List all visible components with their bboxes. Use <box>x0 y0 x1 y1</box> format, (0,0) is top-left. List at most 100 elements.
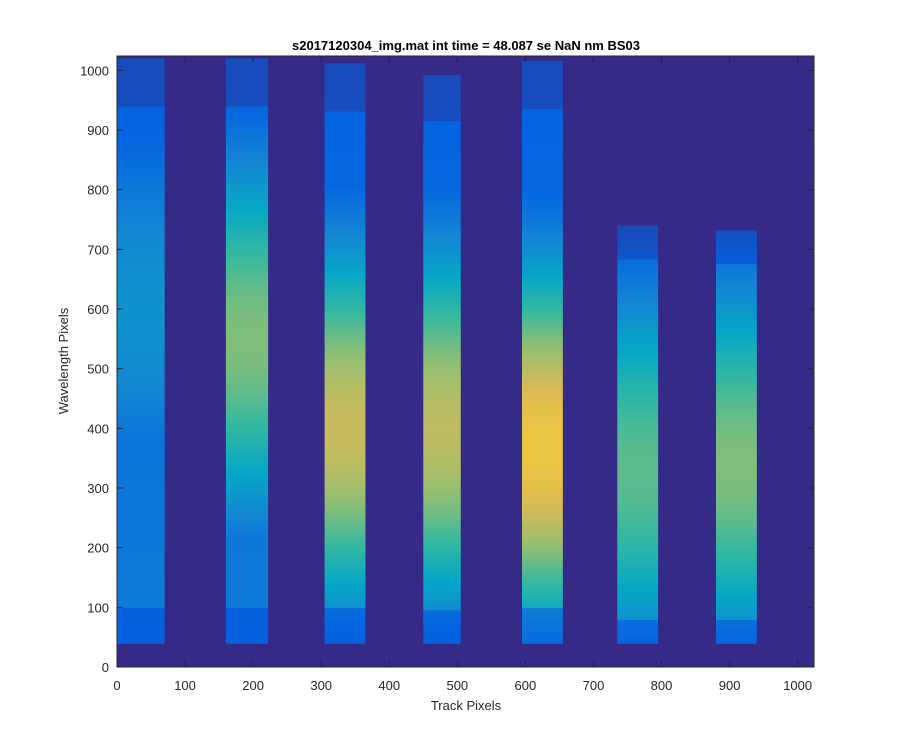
heatmap-cell <box>117 340 165 344</box>
heatmap-cell <box>521 380 563 384</box>
heatmap-cell <box>423 564 461 568</box>
heatmap-cell <box>617 397 659 401</box>
heatmap-cell <box>715 385 757 389</box>
heatmap-cell <box>324 211 366 215</box>
heatmap-cell <box>423 325 461 329</box>
heatmap-cell <box>617 313 659 317</box>
heatmap-cell <box>117 172 165 176</box>
heatmap-cell <box>521 595 563 599</box>
heatmap-cell <box>324 227 366 231</box>
heatmap-cell <box>117 397 165 401</box>
heatmap-cell <box>617 514 659 518</box>
heatmap-cell <box>117 399 165 403</box>
heatmap-cell <box>715 261 757 265</box>
heatmap-cell <box>521 583 563 587</box>
heatmap-cell <box>225 521 269 525</box>
heatmap-cell <box>521 270 563 274</box>
heatmap-cell <box>617 530 659 534</box>
heatmap-cell <box>225 487 269 491</box>
heatmap-cell <box>324 456 366 460</box>
heatmap-cell <box>521 172 563 176</box>
heatmap-cell <box>423 139 461 143</box>
heatmap-cell <box>324 299 366 303</box>
heatmap-cell <box>715 442 757 446</box>
heatmap-cell <box>225 101 269 105</box>
heatmap-cell <box>117 311 165 315</box>
heatmap-cell <box>617 473 659 477</box>
heatmap-cell <box>225 638 269 642</box>
heatmap-cell <box>715 581 757 585</box>
heatmap-cell <box>225 576 269 580</box>
heatmap-cell <box>225 280 269 284</box>
heatmap-cell <box>225 471 269 475</box>
heatmap-cell <box>225 182 269 186</box>
heatmap-cell <box>117 129 165 133</box>
heatmap-cell <box>117 428 165 432</box>
heatmap-cell <box>117 511 165 515</box>
heatmap-cell <box>617 511 659 515</box>
heatmap-cell <box>225 368 269 372</box>
heatmap-cell <box>117 115 165 119</box>
heatmap-cell <box>715 609 757 613</box>
heatmap-cell <box>324 487 366 491</box>
heatmap-cell <box>117 137 165 141</box>
track-band-5 <box>521 60 563 644</box>
heatmap-cell <box>225 168 269 172</box>
heatmap-cell <box>617 246 659 250</box>
heatmap-cell <box>225 299 269 303</box>
heatmap-cell <box>225 612 269 616</box>
heatmap-cell <box>617 626 659 630</box>
heatmap-cell <box>617 466 659 470</box>
heatmap-cell <box>117 502 165 506</box>
heatmap-cell <box>521 118 563 122</box>
heatmap-cell <box>423 201 461 205</box>
heatmap-cell <box>521 184 563 188</box>
heatmap-cell <box>324 559 366 563</box>
heatmap-cell <box>225 344 269 348</box>
heatmap-cell <box>715 557 757 561</box>
heatmap-cell <box>521 392 563 396</box>
heatmap-cell <box>617 607 659 611</box>
heatmap-cell <box>324 149 366 153</box>
heatmap-cell <box>117 304 165 308</box>
heatmap-cell <box>521 156 563 160</box>
heatmap-cell <box>715 354 757 358</box>
heatmap-cell <box>423 485 461 489</box>
heatmap-cell <box>423 561 461 565</box>
heatmap-cell <box>423 115 461 119</box>
heatmap-cell <box>521 454 563 458</box>
heatmap-cell <box>117 619 165 623</box>
heatmap-cell <box>521 571 563 575</box>
heatmap-cell <box>225 87 269 91</box>
heatmap-cell <box>617 368 659 372</box>
heatmap-cell <box>225 447 269 451</box>
y-tick-label: 100 <box>87 600 109 615</box>
heatmap-cell <box>617 583 659 587</box>
heatmap-cell <box>324 203 366 207</box>
heatmap-cell <box>324 127 366 131</box>
heatmap-cell <box>117 595 165 599</box>
heatmap-cell <box>423 215 461 219</box>
heatmap-cell <box>521 542 563 546</box>
heatmap-cell <box>117 72 165 76</box>
heatmap-cell <box>324 289 366 293</box>
heatmap-cell <box>225 98 269 102</box>
heatmap-cell <box>715 595 757 599</box>
heatmap-cell <box>225 72 269 76</box>
heatmap-cell <box>715 308 757 312</box>
heatmap-cell <box>225 120 269 124</box>
heatmap-cell <box>521 161 563 165</box>
heatmap-cell <box>423 382 461 386</box>
heatmap-cell <box>521 635 563 639</box>
heatmap-cell <box>423 141 461 145</box>
heatmap-cell <box>324 239 366 243</box>
heatmap-cell <box>225 571 269 575</box>
heatmap-cell <box>521 471 563 475</box>
heatmap-cell <box>521 194 563 198</box>
heatmap-cell <box>715 323 757 327</box>
heatmap-cell <box>423 313 461 317</box>
x-tick-label: 200 <box>242 678 264 693</box>
heatmap-cell <box>715 373 757 377</box>
heatmap-cell <box>521 504 563 508</box>
heatmap-cell <box>423 163 461 167</box>
